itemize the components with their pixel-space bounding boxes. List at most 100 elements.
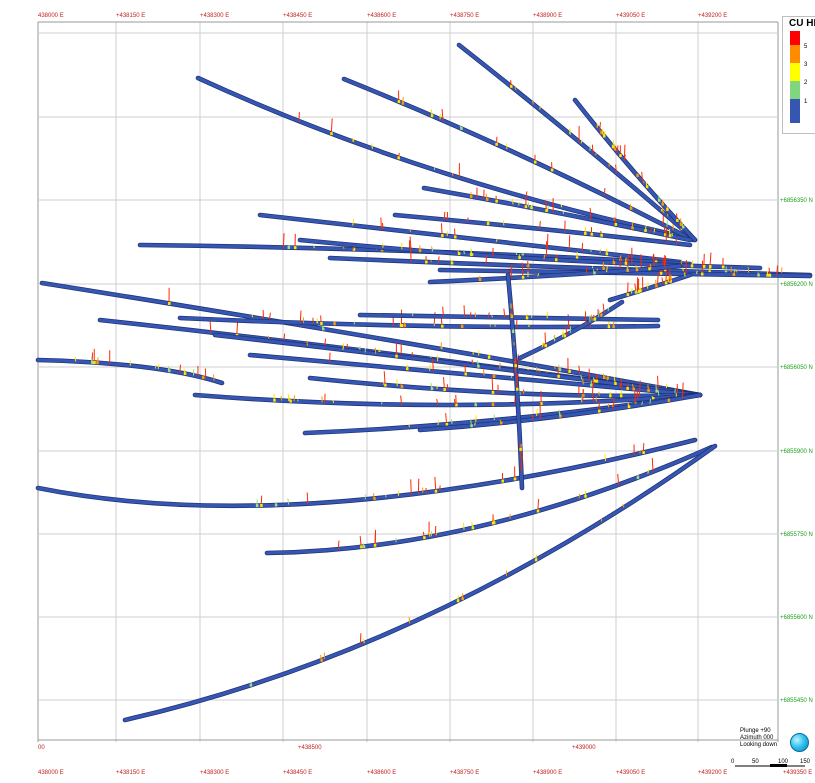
assay-interval-marker <box>661 203 664 206</box>
assay-interval-marker <box>613 261 616 264</box>
legend-swatch-orange <box>790 45 800 63</box>
assay-interval-marker <box>636 174 639 177</box>
assay-interval-marker <box>487 222 490 225</box>
assay-interval-marker <box>620 394 623 397</box>
assay-grade-tick <box>444 212 445 220</box>
easting-label-bottom: 438000 E <box>38 770 64 776</box>
grade-legend: CU HI 5 3 2 1 <box>782 16 815 134</box>
assay-interval-marker <box>493 375 496 378</box>
easting-label-bottom: +439350 E <box>783 770 812 776</box>
easting-label-top: +438900 E <box>533 13 562 19</box>
assay-grade-tick <box>683 268 684 271</box>
assay-interval-marker <box>400 324 403 327</box>
assay-interval-marker <box>564 334 567 337</box>
assay-interval-marker <box>593 379 596 382</box>
assay-grade-tick <box>512 199 513 204</box>
assay-interval-marker <box>275 504 278 507</box>
scale-tick-label: 0 <box>731 759 735 765</box>
assay-interval-marker <box>625 262 628 265</box>
assay-grade-tick <box>411 246 412 261</box>
assay-interval-marker <box>519 448 522 451</box>
easting-label-top: +438300 E <box>200 13 229 19</box>
assay-grade-tick <box>331 118 332 133</box>
assay-interval-marker <box>322 327 325 330</box>
assay-grade-tick <box>439 256 440 262</box>
assay-interval-marker <box>606 252 609 255</box>
easting-label-top: +438750 E <box>450 13 479 19</box>
assay-interval-marker <box>443 388 446 391</box>
assay-grade-tick <box>433 359 434 371</box>
assay-interval-marker <box>441 325 444 328</box>
assay-interval-marker <box>184 372 187 375</box>
assay-interval-marker <box>458 252 461 255</box>
assay-interval-marker <box>500 421 503 424</box>
assay-interval-marker <box>446 423 449 426</box>
assay-interval-marker <box>461 597 464 600</box>
assay-grade-tick <box>640 450 641 453</box>
assay-interval-marker <box>596 380 599 383</box>
easting-label-top: +438600 E <box>367 13 396 19</box>
assay-interval-marker <box>320 659 323 662</box>
assay-interval-marker <box>615 223 618 226</box>
assay-interval-marker <box>460 127 463 130</box>
grid-layer <box>38 22 778 742</box>
assay-grade-tick <box>523 392 524 394</box>
legend-swatch-red <box>790 31 800 45</box>
scale-tick-label: 50 <box>752 759 759 765</box>
assay-grade-tick <box>697 271 698 274</box>
legend-swatch-yellow <box>790 63 800 81</box>
assay-interval-marker <box>612 145 615 148</box>
assay-interval-marker <box>632 387 635 390</box>
assay-interval-marker <box>397 156 400 159</box>
assay-interval-marker <box>431 114 434 117</box>
assay-interval-marker <box>294 246 297 249</box>
assay-interval-marker <box>606 377 609 380</box>
assay-interval-marker <box>288 246 291 249</box>
northing-label: +6855600 N <box>780 615 813 621</box>
assay-interval-marker <box>626 387 629 390</box>
assay-interval-marker <box>665 281 668 284</box>
assay-interval-marker <box>425 261 428 264</box>
assay-interval-marker <box>363 545 366 548</box>
assay-interval-marker <box>454 236 457 239</box>
assay-interval-marker <box>495 200 498 203</box>
assay-grade-tick <box>582 396 583 402</box>
assay-interval-marker <box>470 424 473 427</box>
assay-interval-marker <box>593 271 596 274</box>
assay-interval-marker <box>492 391 495 394</box>
easting-label-bottom: +438750 E <box>450 770 479 776</box>
easting-label-top: +439050 E <box>616 13 645 19</box>
assay-interval-marker <box>591 233 594 236</box>
assay-interval-marker <box>614 382 617 385</box>
assay-interval-marker <box>682 225 685 228</box>
easting-label-bottom: +438600 E <box>367 770 396 776</box>
assay-interval-marker <box>470 195 473 198</box>
assay-grade-tick <box>360 633 361 645</box>
assay-interval-marker <box>598 410 601 413</box>
northing-label: +6856050 N <box>780 365 813 371</box>
assay-grade-tick <box>607 267 608 273</box>
easting-label-bottom: +439200 E <box>698 770 727 776</box>
drillhole-trace <box>125 446 715 720</box>
assay-interval-marker <box>555 258 558 261</box>
assay-interval-marker <box>514 364 517 367</box>
assay-grade-tick <box>702 261 703 274</box>
assay-interval-marker <box>330 132 333 135</box>
assay-interval-marker <box>537 510 540 513</box>
assay-grade-tick <box>464 250 465 254</box>
assay-interval-marker <box>250 684 253 687</box>
assay-grade-tick <box>605 454 606 461</box>
assay-interval-marker <box>441 234 444 237</box>
assay-grade-tick <box>624 145 625 161</box>
legend-label-1: 1 <box>804 99 807 105</box>
lower-scale-label: 00 <box>38 745 45 751</box>
orientation-globe-icon[interactable] <box>790 733 809 752</box>
easting-label-bottom: +438900 E <box>533 770 562 776</box>
assay-interval-marker <box>510 85 513 88</box>
assay-grade-tick <box>441 223 442 235</box>
assay-interval-marker <box>669 234 672 237</box>
assay-grade-tick <box>492 377 493 392</box>
assay-interval-marker <box>636 268 639 271</box>
